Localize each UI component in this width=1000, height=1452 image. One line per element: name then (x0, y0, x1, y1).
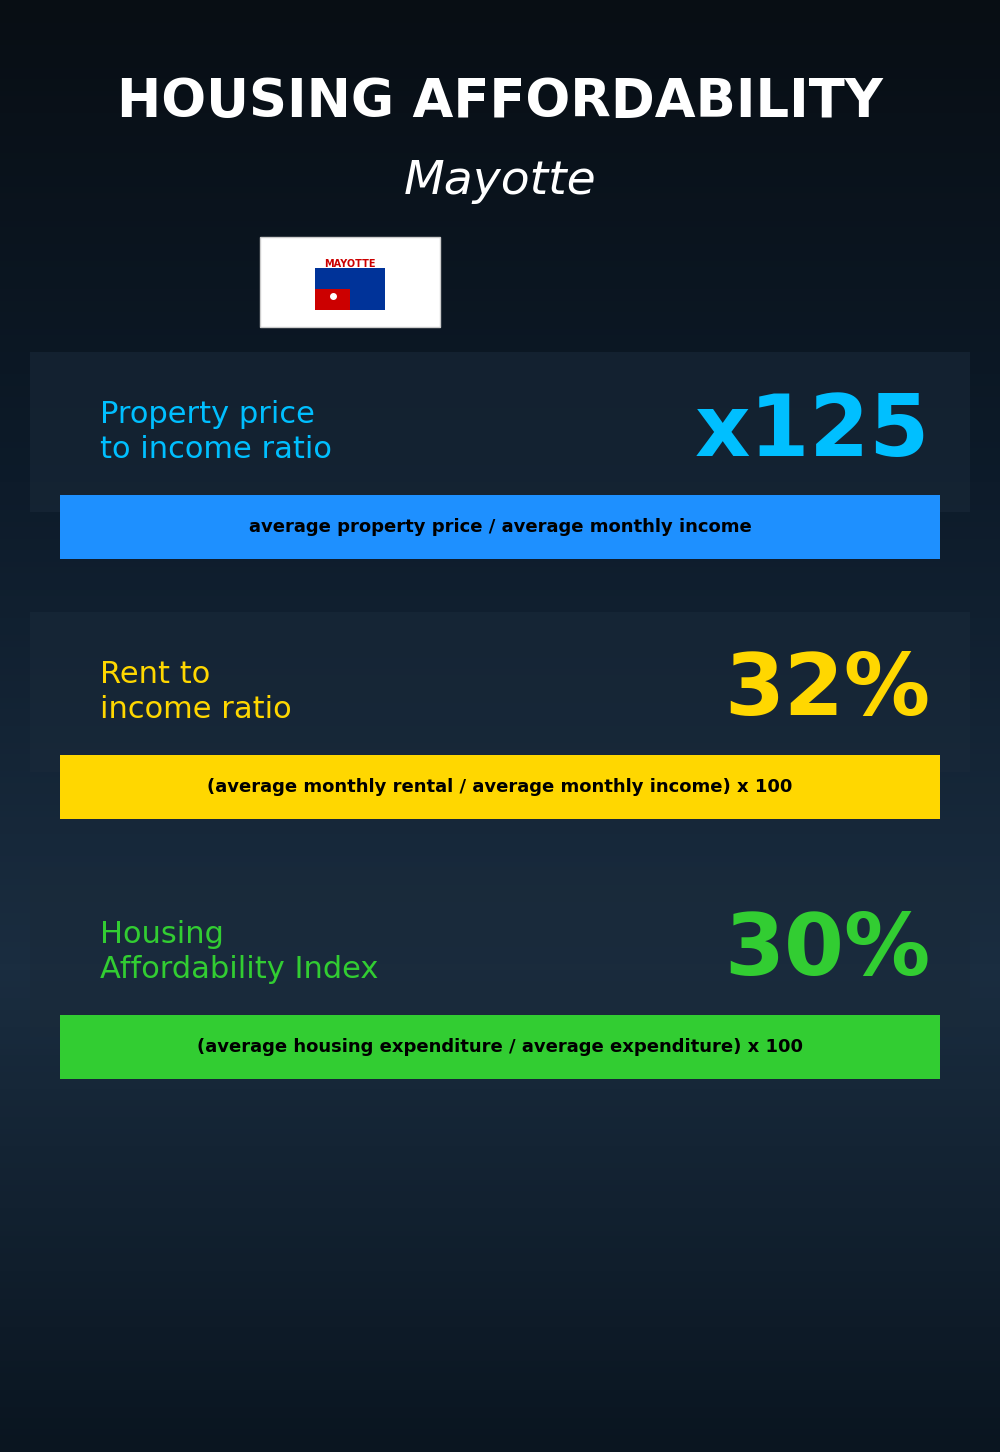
Text: x125: x125 (695, 391, 930, 473)
Text: Property price
to income ratio: Property price to income ratio (100, 399, 332, 465)
Text: MAYOTTE: MAYOTTE (324, 258, 376, 269)
FancyBboxPatch shape (30, 867, 970, 1037)
Text: (average monthly rental / average monthly income) x 100: (average monthly rental / average monthl… (207, 778, 793, 796)
FancyBboxPatch shape (30, 351, 970, 513)
Text: Housing
Affordability Index: Housing Affordability Index (100, 919, 378, 984)
Text: (average housing expenditure / average expenditure) x 100: (average housing expenditure / average e… (197, 1038, 803, 1056)
FancyBboxPatch shape (60, 1015, 940, 1079)
FancyBboxPatch shape (60, 495, 940, 559)
FancyBboxPatch shape (315, 269, 385, 309)
FancyBboxPatch shape (260, 237, 440, 327)
FancyBboxPatch shape (60, 755, 940, 819)
Text: 32%: 32% (724, 650, 930, 733)
Text: HOUSING AFFORDABILITY: HOUSING AFFORDABILITY (117, 76, 883, 128)
Text: Mayotte: Mayotte (404, 160, 596, 205)
Text: 30%: 30% (724, 910, 930, 993)
FancyBboxPatch shape (30, 611, 970, 772)
Text: average property price / average monthly income: average property price / average monthly… (249, 518, 751, 536)
Text: Rent to
income ratio: Rent to income ratio (100, 659, 292, 725)
FancyBboxPatch shape (315, 289, 350, 309)
